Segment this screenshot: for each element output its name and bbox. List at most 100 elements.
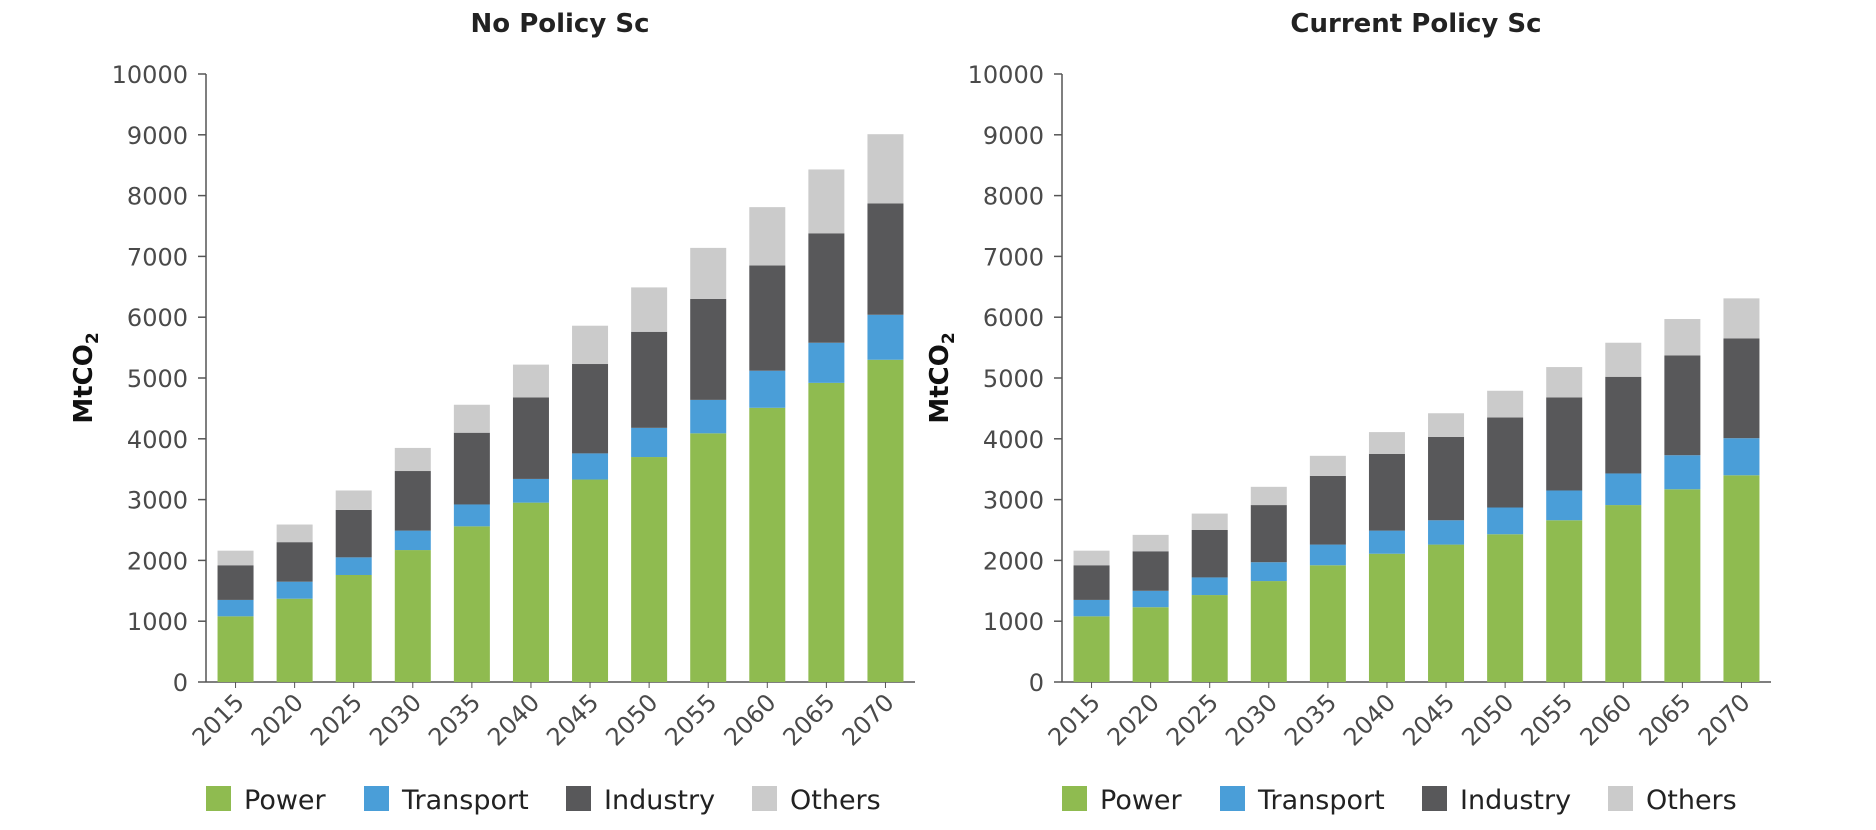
y-tick-label: 7000 <box>127 243 188 271</box>
bar-industry-2035 <box>453 432 490 505</box>
x-tick-label: 2070 <box>1693 688 1756 751</box>
y-tick-label: 8000 <box>127 183 188 211</box>
bar-transport-2030 <box>1250 562 1287 582</box>
bar-others-2065 <box>808 169 845 234</box>
bar-industry-2070 <box>1723 338 1760 439</box>
bar-others-2025 <box>335 490 372 510</box>
bar-transport-2020 <box>1132 590 1169 608</box>
y-tick-label: 5000 <box>127 365 188 393</box>
bar-industry-2040 <box>1368 454 1405 531</box>
bar-others-2015 <box>1073 550 1110 566</box>
bar-others-2035 <box>453 404 490 433</box>
bar-others-2060 <box>749 207 786 266</box>
bar-transport-2055 <box>1546 490 1583 521</box>
bar-industry-2035 <box>1309 475 1346 545</box>
bar-industry-2020 <box>1132 551 1169 591</box>
legend-swatch-others <box>1608 786 1633 811</box>
bar-transport-2035 <box>453 504 490 527</box>
bar-transport-2015 <box>217 599 254 617</box>
bar-others-2050 <box>631 287 668 332</box>
legend-label-industry: Industry <box>604 785 715 816</box>
bar-transport-2035 <box>1309 544 1346 566</box>
bar-industry-2030 <box>394 471 431 531</box>
bar-transport-2025 <box>1191 577 1228 596</box>
bar-power-2035 <box>1309 565 1346 682</box>
y-tick-label: 6000 <box>127 304 188 332</box>
legend-swatch-transport <box>364 786 389 811</box>
bar-transport-2030 <box>394 530 431 551</box>
y-tick-label: 2000 <box>983 547 1044 575</box>
bar-industry-2060 <box>749 265 786 371</box>
bar-others-2040 <box>1368 432 1405 454</box>
legend-swatch-others <box>752 786 777 811</box>
bar-power-2015 <box>1073 616 1110 682</box>
bar-others-2060 <box>1605 342 1642 377</box>
bar-others-2055 <box>1546 367 1583 398</box>
bar-power-2025 <box>335 574 372 682</box>
bar-industry-2020 <box>276 542 313 582</box>
y-tick-label: 3000 <box>983 487 1044 515</box>
x-tick-label: 2035 <box>1279 688 1342 751</box>
legend-swatch-power <box>206 786 231 811</box>
bar-power-2050 <box>631 457 668 682</box>
bar-transport-2055 <box>690 399 727 434</box>
chart-title: Current Policy Sc <box>1290 9 1541 39</box>
y-axis-label: MtCO2 <box>925 332 959 423</box>
bar-industry-2025 <box>335 509 372 558</box>
x-tick-label: 2015 <box>1043 688 1106 751</box>
bar-others-2065 <box>1664 319 1701 356</box>
bar-transport-2070 <box>867 314 904 360</box>
y-tick-label: 9000 <box>983 122 1044 150</box>
x-tick-label: 2065 <box>778 688 841 751</box>
bar-industry-2045 <box>1428 436 1465 521</box>
bar-industry-2070 <box>867 203 904 315</box>
x-tick-label: 2045 <box>541 688 604 751</box>
legend-label-power: Power <box>244 785 327 816</box>
y-tick-label: 3000 <box>127 487 188 515</box>
bar-transport-2065 <box>1664 455 1701 490</box>
y-tick-label: 9000 <box>127 122 188 150</box>
bar-industry-2060 <box>1605 376 1642 474</box>
bar-power-2020 <box>1132 607 1169 682</box>
x-tick-label: 2030 <box>1220 688 1283 751</box>
bar-transport-2040 <box>512 478 549 503</box>
bar-others-2030 <box>394 447 431 472</box>
chart-panel-current-policy: Current Policy Sc MtCO2 0 1000 2000 3000 4000 5… <box>856 0 1794 830</box>
x-tick-label: 2025 <box>1161 688 1224 751</box>
x-tick-label: 2020 <box>1102 688 1165 751</box>
x-tick-label: 2055 <box>659 688 722 751</box>
y-tick-label: 4000 <box>127 426 188 454</box>
y-axis-label-text: MtCO <box>69 344 99 424</box>
x-tick-label: 2040 <box>482 688 545 751</box>
bar-industry-2015 <box>1073 565 1110 600</box>
x-tick-label: 2055 <box>1515 688 1578 751</box>
y-tick-label: 6000 <box>983 304 1044 332</box>
y-tick-label: 0 <box>1029 669 1044 697</box>
bar-others-2055 <box>690 247 727 299</box>
y-tick-label: 10000 <box>112 61 188 89</box>
bar-transport-2045 <box>572 453 609 480</box>
bar-others-2020 <box>276 524 313 543</box>
bar-power-2070 <box>867 359 904 682</box>
bar-transport-2025 <box>335 557 372 575</box>
bar-transport-2060 <box>749 370 786 408</box>
chart-panel-no-policy: No Policy Sc MtCO2 0 1000 2000 3000 4000 5000 60… <box>69 9 915 816</box>
bar-others-2035 <box>1309 455 1346 476</box>
bar-industry-2050 <box>631 331 668 428</box>
bar-power-2045 <box>572 479 609 682</box>
bar-industry-2055 <box>690 298 727 400</box>
bar-transport-2065 <box>808 342 845 383</box>
legend-label-transport: Transport <box>401 785 529 816</box>
bar-transport-2070 <box>1723 438 1760 476</box>
y-tick-label: 2000 <box>127 547 188 575</box>
bar-industry-2065 <box>808 233 845 343</box>
bar-power-2060 <box>1605 505 1642 682</box>
y-axis-label: MtCO2 <box>69 332 103 423</box>
x-tick-label: 2065 <box>1634 688 1697 751</box>
bar-power-2040 <box>1368 553 1405 682</box>
bar-others-2070 <box>867 134 904 204</box>
x-tick-label: 2050 <box>1456 688 1519 751</box>
bar-others-2020 <box>1132 534 1169 552</box>
y-tick-label: 1000 <box>127 608 188 636</box>
